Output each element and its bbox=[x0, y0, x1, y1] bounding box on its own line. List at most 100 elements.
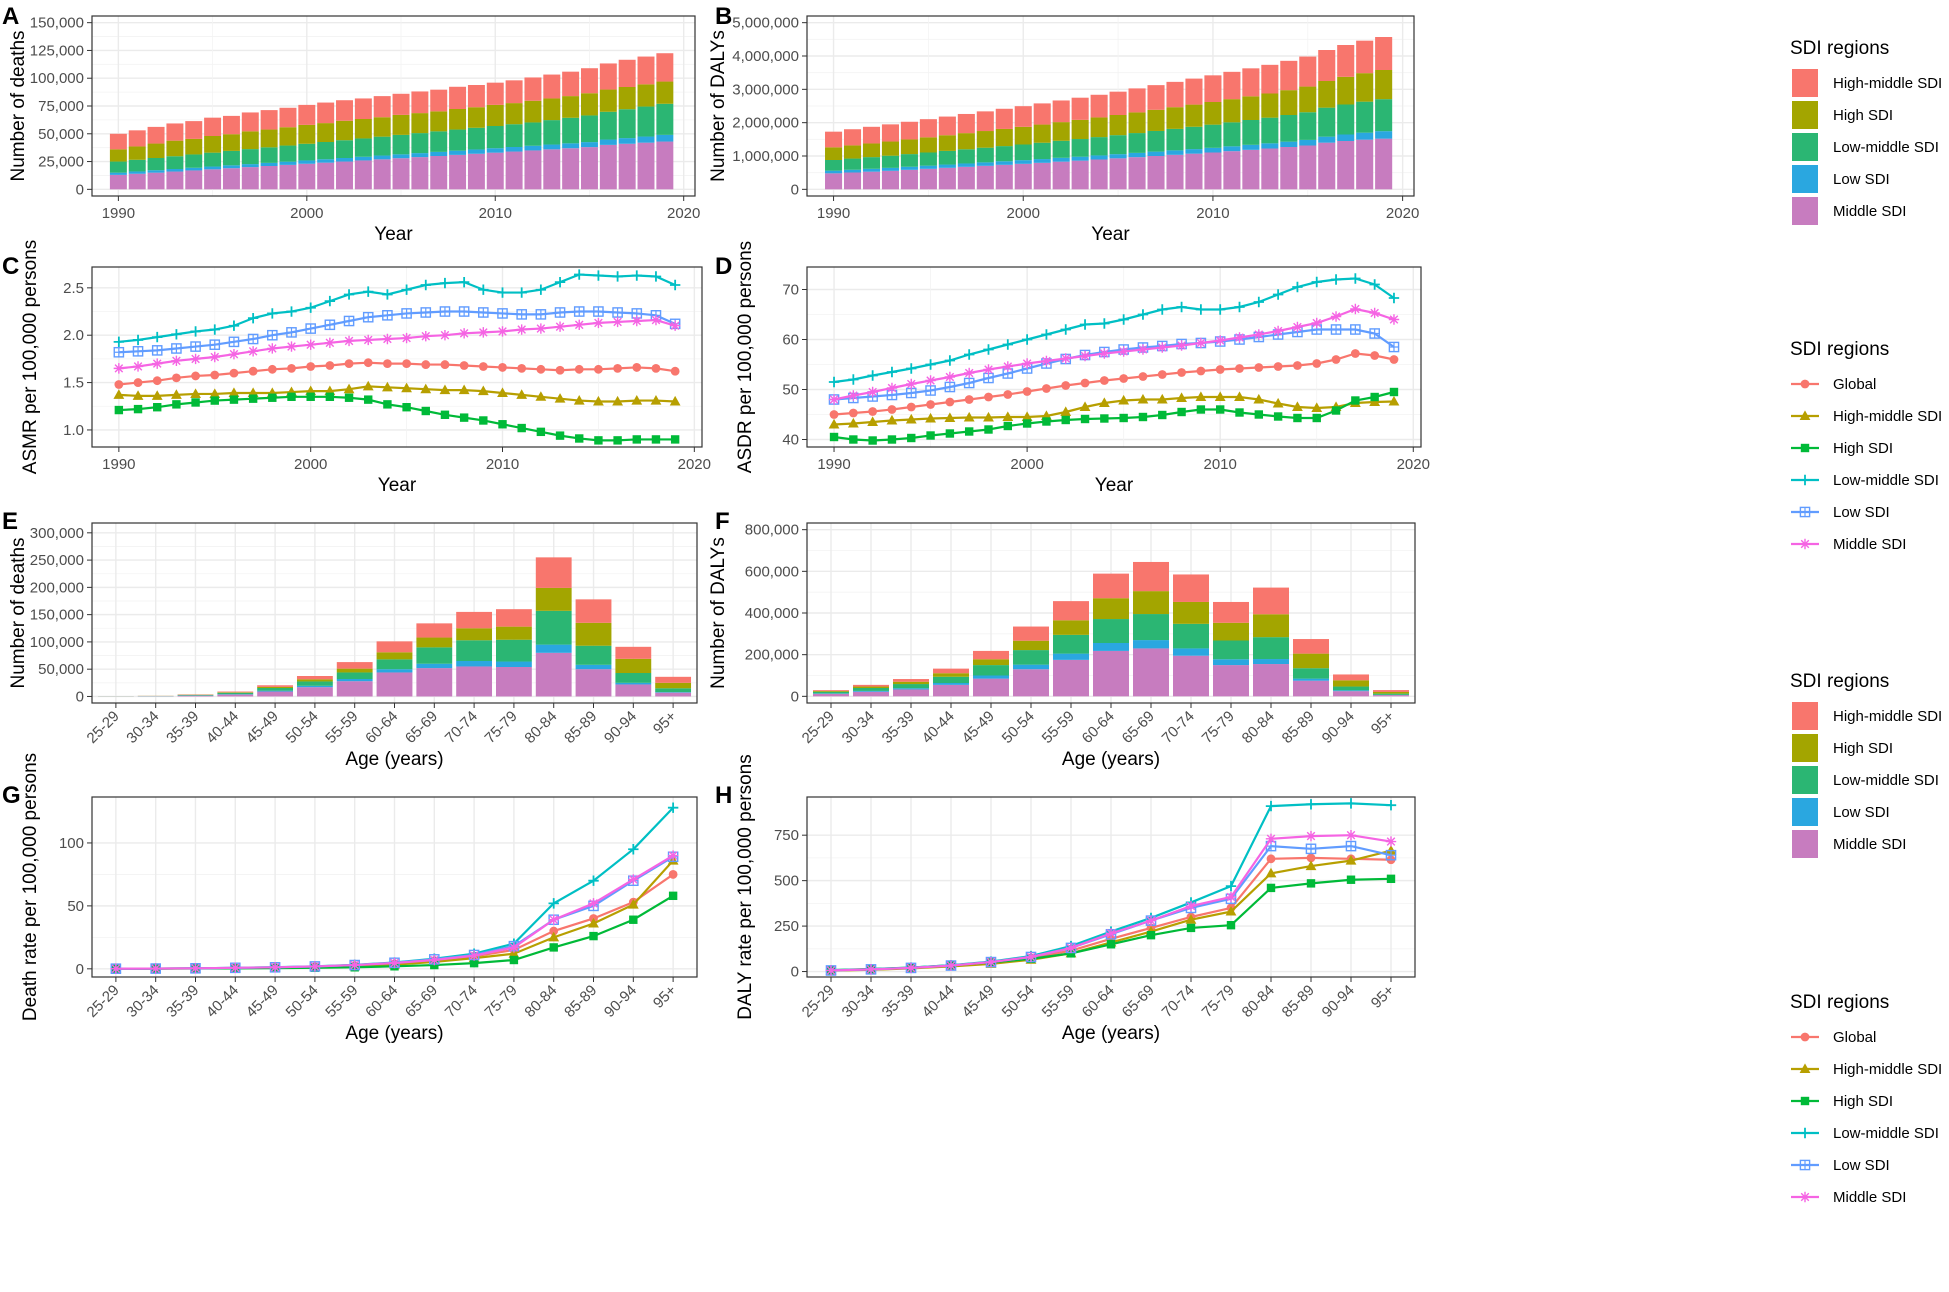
bar-segment bbox=[177, 695, 214, 697]
y-tick-label: 600,000 bbox=[745, 563, 799, 580]
marker-asterisk bbox=[1369, 307, 1380, 319]
bar-segment bbox=[298, 160, 316, 164]
marker-circle bbox=[267, 364, 277, 374]
legend-key-low-sdi bbox=[1791, 1159, 1819, 1171]
bar-segment bbox=[505, 80, 523, 104]
marker-boxed-plus-cross bbox=[574, 306, 584, 317]
bar-segment bbox=[241, 112, 259, 132]
bar-segment bbox=[185, 167, 203, 171]
bar-segment bbox=[1318, 136, 1336, 143]
marker-square bbox=[945, 429, 955, 438]
marker-square bbox=[248, 394, 258, 403]
marker-square bbox=[1254, 410, 1264, 419]
bar-segment bbox=[524, 100, 542, 123]
bar-segment bbox=[1204, 75, 1222, 102]
bar-segment bbox=[580, 68, 598, 94]
data-marks bbox=[813, 561, 1409, 697]
bar-segment bbox=[535, 587, 572, 611]
bar-segment bbox=[1166, 128, 1184, 151]
marker-circle bbox=[670, 366, 680, 376]
marker-plus bbox=[1265, 800, 1277, 812]
bar-segment bbox=[1128, 88, 1146, 113]
marker-circle bbox=[133, 378, 143, 387]
marker-boxed-plus-cross bbox=[1389, 342, 1399, 352]
legend-key-global bbox=[1791, 379, 1819, 389]
marker-asterisk bbox=[1065, 942, 1077, 954]
marker-plus bbox=[867, 370, 878, 381]
bar-series-low-middle-sdi bbox=[97, 610, 692, 697]
bar-segment bbox=[1356, 40, 1374, 74]
x-tick-label: 30-34 bbox=[839, 982, 878, 1021]
marker-boxed-plus-cross bbox=[1350, 324, 1360, 335]
x-axis-title: Age (years) bbox=[345, 749, 443, 770]
legend-label-low-sdi: Low SDI bbox=[1833, 1157, 1890, 1174]
bar-segment bbox=[505, 124, 523, 147]
bar-segment bbox=[825, 170, 843, 174]
bar-segment bbox=[147, 172, 165, 190]
y-tick-label: 0 bbox=[76, 961, 84, 978]
y-axis: 40 50 60 70 bbox=[782, 282, 807, 449]
bar-segment bbox=[317, 162, 335, 190]
marker-plus bbox=[886, 366, 898, 378]
marker-square bbox=[268, 393, 277, 402]
x-tick-label: 2010 bbox=[1204, 456, 1237, 473]
bar-segment bbox=[1014, 160, 1032, 164]
bar-segment bbox=[416, 637, 453, 648]
marker-asterisk bbox=[1388, 314, 1400, 325]
x-tick-label: 30-34 bbox=[839, 708, 878, 747]
bar-segment bbox=[900, 121, 918, 140]
panel-letter-f: F bbox=[715, 508, 730, 535]
bar-segment bbox=[505, 147, 523, 152]
data-marks bbox=[110, 802, 679, 974]
marker-plus bbox=[190, 326, 201, 337]
marker-plus bbox=[983, 344, 994, 355]
bar-segment bbox=[543, 144, 561, 150]
bar-segment bbox=[486, 152, 504, 190]
marker-triangle bbox=[477, 385, 489, 396]
marker-circle bbox=[1254, 363, 1264, 372]
bar-segment bbox=[900, 166, 918, 170]
line-series-middle-sdi bbox=[113, 314, 681, 374]
bar-segment bbox=[1204, 152, 1222, 190]
marker-square bbox=[1146, 930, 1156, 940]
bar-segment bbox=[147, 158, 165, 171]
y-tick-label: 50 bbox=[782, 382, 799, 399]
data-marks bbox=[825, 798, 1397, 976]
bar-segment bbox=[204, 169, 222, 190]
bar-segment bbox=[843, 145, 862, 159]
plot-background bbox=[92, 267, 702, 447]
legend-label-global: Global bbox=[1833, 376, 1876, 393]
x-tick-label: 95+ bbox=[1368, 982, 1398, 1012]
bar-segment bbox=[505, 151, 523, 190]
x-tick-label: 60-64 bbox=[1079, 708, 1118, 747]
marker-asterisk bbox=[865, 964, 877, 975]
bar-segment bbox=[1223, 99, 1241, 123]
bar-segment bbox=[296, 687, 333, 697]
bar-segment bbox=[1052, 140, 1070, 158]
bar-segment bbox=[1375, 138, 1393, 190]
marker-boxed-plus-cross bbox=[983, 373, 994, 383]
legend-key-low-sdi bbox=[1792, 165, 1818, 193]
marker-square bbox=[1226, 920, 1236, 930]
line-series-low-sdi bbox=[828, 324, 1400, 405]
y-axis: 0 25,000 50,000 75,000 100,000 125,000 150,000 bbox=[30, 15, 92, 198]
x-tick-label: 45-49 bbox=[959, 982, 998, 1021]
bar-segment bbox=[843, 172, 862, 190]
bar-series-high-sdi bbox=[825, 70, 1393, 160]
bar-segment bbox=[919, 137, 937, 153]
data-marks bbox=[825, 37, 1393, 190]
marker-asterisk bbox=[1253, 329, 1265, 340]
bar-segment bbox=[495, 609, 532, 627]
bar-segment bbox=[853, 688, 889, 691]
y-axis-title: Number of DALYs bbox=[708, 30, 729, 182]
marker-asterisk bbox=[1176, 340, 1187, 351]
marker-asterisk bbox=[1099, 348, 1110, 359]
bar-segment bbox=[535, 644, 572, 653]
line-series-low-middle-sdi bbox=[828, 273, 1400, 388]
bar-segment bbox=[1052, 157, 1070, 162]
x-tick-label: 25-29 bbox=[84, 982, 123, 1021]
y-axis: 0 250 500 750 bbox=[774, 827, 807, 981]
legend-label-low-sdi: Low SDI bbox=[1833, 804, 1890, 821]
marker-square bbox=[1351, 396, 1360, 405]
legend-label-middle-sdi: Middle SDI bbox=[1833, 536, 1906, 553]
